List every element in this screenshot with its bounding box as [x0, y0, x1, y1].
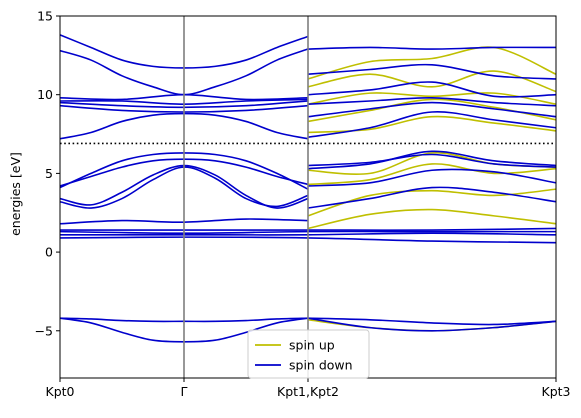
band-line [307, 70, 556, 93]
x-tick-label: Kpt1,Kpt2 [277, 384, 339, 399]
band-line [307, 97, 556, 107]
x-axis: Kpt0 Γ Kpt1,Kpt2 Kpt3 [46, 378, 571, 399]
x-tick-label: Kpt0 [46, 384, 75, 399]
band-line [307, 168, 556, 187]
band-line [307, 150, 556, 170]
y-axis: −5 0 5 10 15 [35, 9, 60, 338]
band-line [307, 163, 556, 186]
legend-label: spin up [289, 338, 335, 353]
x-tick-label: Γ [181, 384, 188, 399]
band-line [307, 92, 556, 105]
y-tick-label: 10 [37, 87, 53, 102]
band-line [307, 111, 556, 138]
band-line [307, 46, 556, 80]
y-tick-label: −5 [35, 323, 53, 338]
band-line [307, 46, 556, 50]
band-line [307, 317, 556, 326]
band-line [307, 101, 556, 118]
band-line [307, 317, 556, 332]
y-tick-label: 5 [45, 166, 53, 181]
y-tick-label: 15 [37, 9, 53, 24]
legend-label: spin down [289, 358, 353, 373]
y-axis-label: energies [eV] [8, 152, 23, 236]
plot-area [59, 15, 557, 379]
band-line [307, 208, 556, 230]
legend: spin up spin down [247, 329, 370, 379]
band-line [307, 186, 556, 209]
y-tick-label: 0 [45, 245, 53, 260]
band-line [307, 115, 556, 134]
series-spin-up [307, 46, 556, 332]
band-line [307, 153, 556, 168]
legend-box [247, 329, 370, 379]
band-line [307, 63, 556, 80]
x-tick-label: Kpt3 [542, 384, 571, 399]
band-line [307, 81, 556, 98]
